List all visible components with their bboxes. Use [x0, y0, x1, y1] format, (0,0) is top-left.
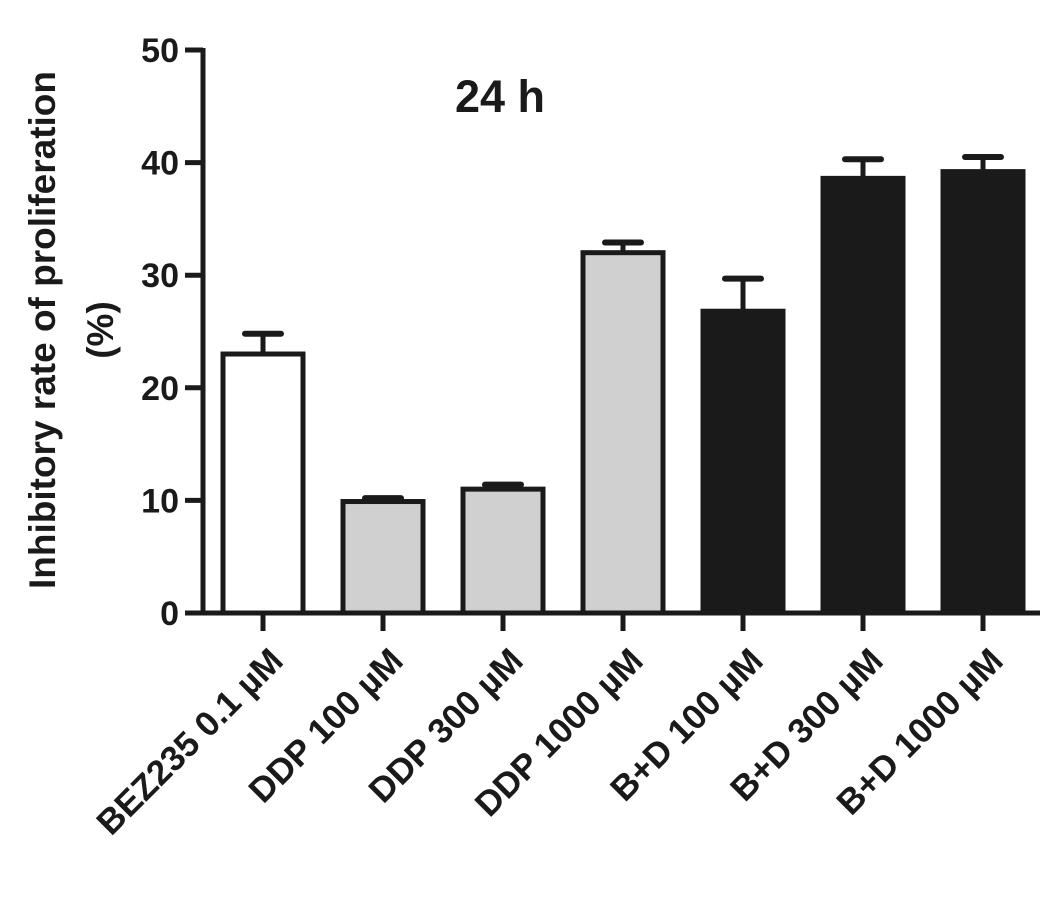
- bar: [580, 250, 666, 616]
- y-tick-label: 30: [141, 257, 179, 295]
- y-tick-label: 10: [141, 482, 179, 520]
- y-axis-title-line1: Inhibitory rate of proliferation: [22, 71, 63, 589]
- y-tick-label: 20: [141, 370, 179, 408]
- y-tick-label: 0: [160, 595, 179, 633]
- bar: [940, 169, 1026, 616]
- y-tick-label: 50: [141, 32, 179, 70]
- bar: [820, 175, 906, 616]
- bar: [460, 486, 546, 616]
- y-axis-title-line2: (%): [80, 301, 121, 359]
- y-tick-label: 40: [141, 145, 179, 183]
- y-axis-title: Inhibitory rate of proliferation (%): [22, 71, 121, 589]
- bar: [220, 351, 306, 616]
- chart-title: 24 h: [455, 71, 545, 122]
- bar: [340, 499, 426, 616]
- x-category-label: BEZ235 0.1 µM: [89, 641, 290, 842]
- bar: [700, 308, 786, 616]
